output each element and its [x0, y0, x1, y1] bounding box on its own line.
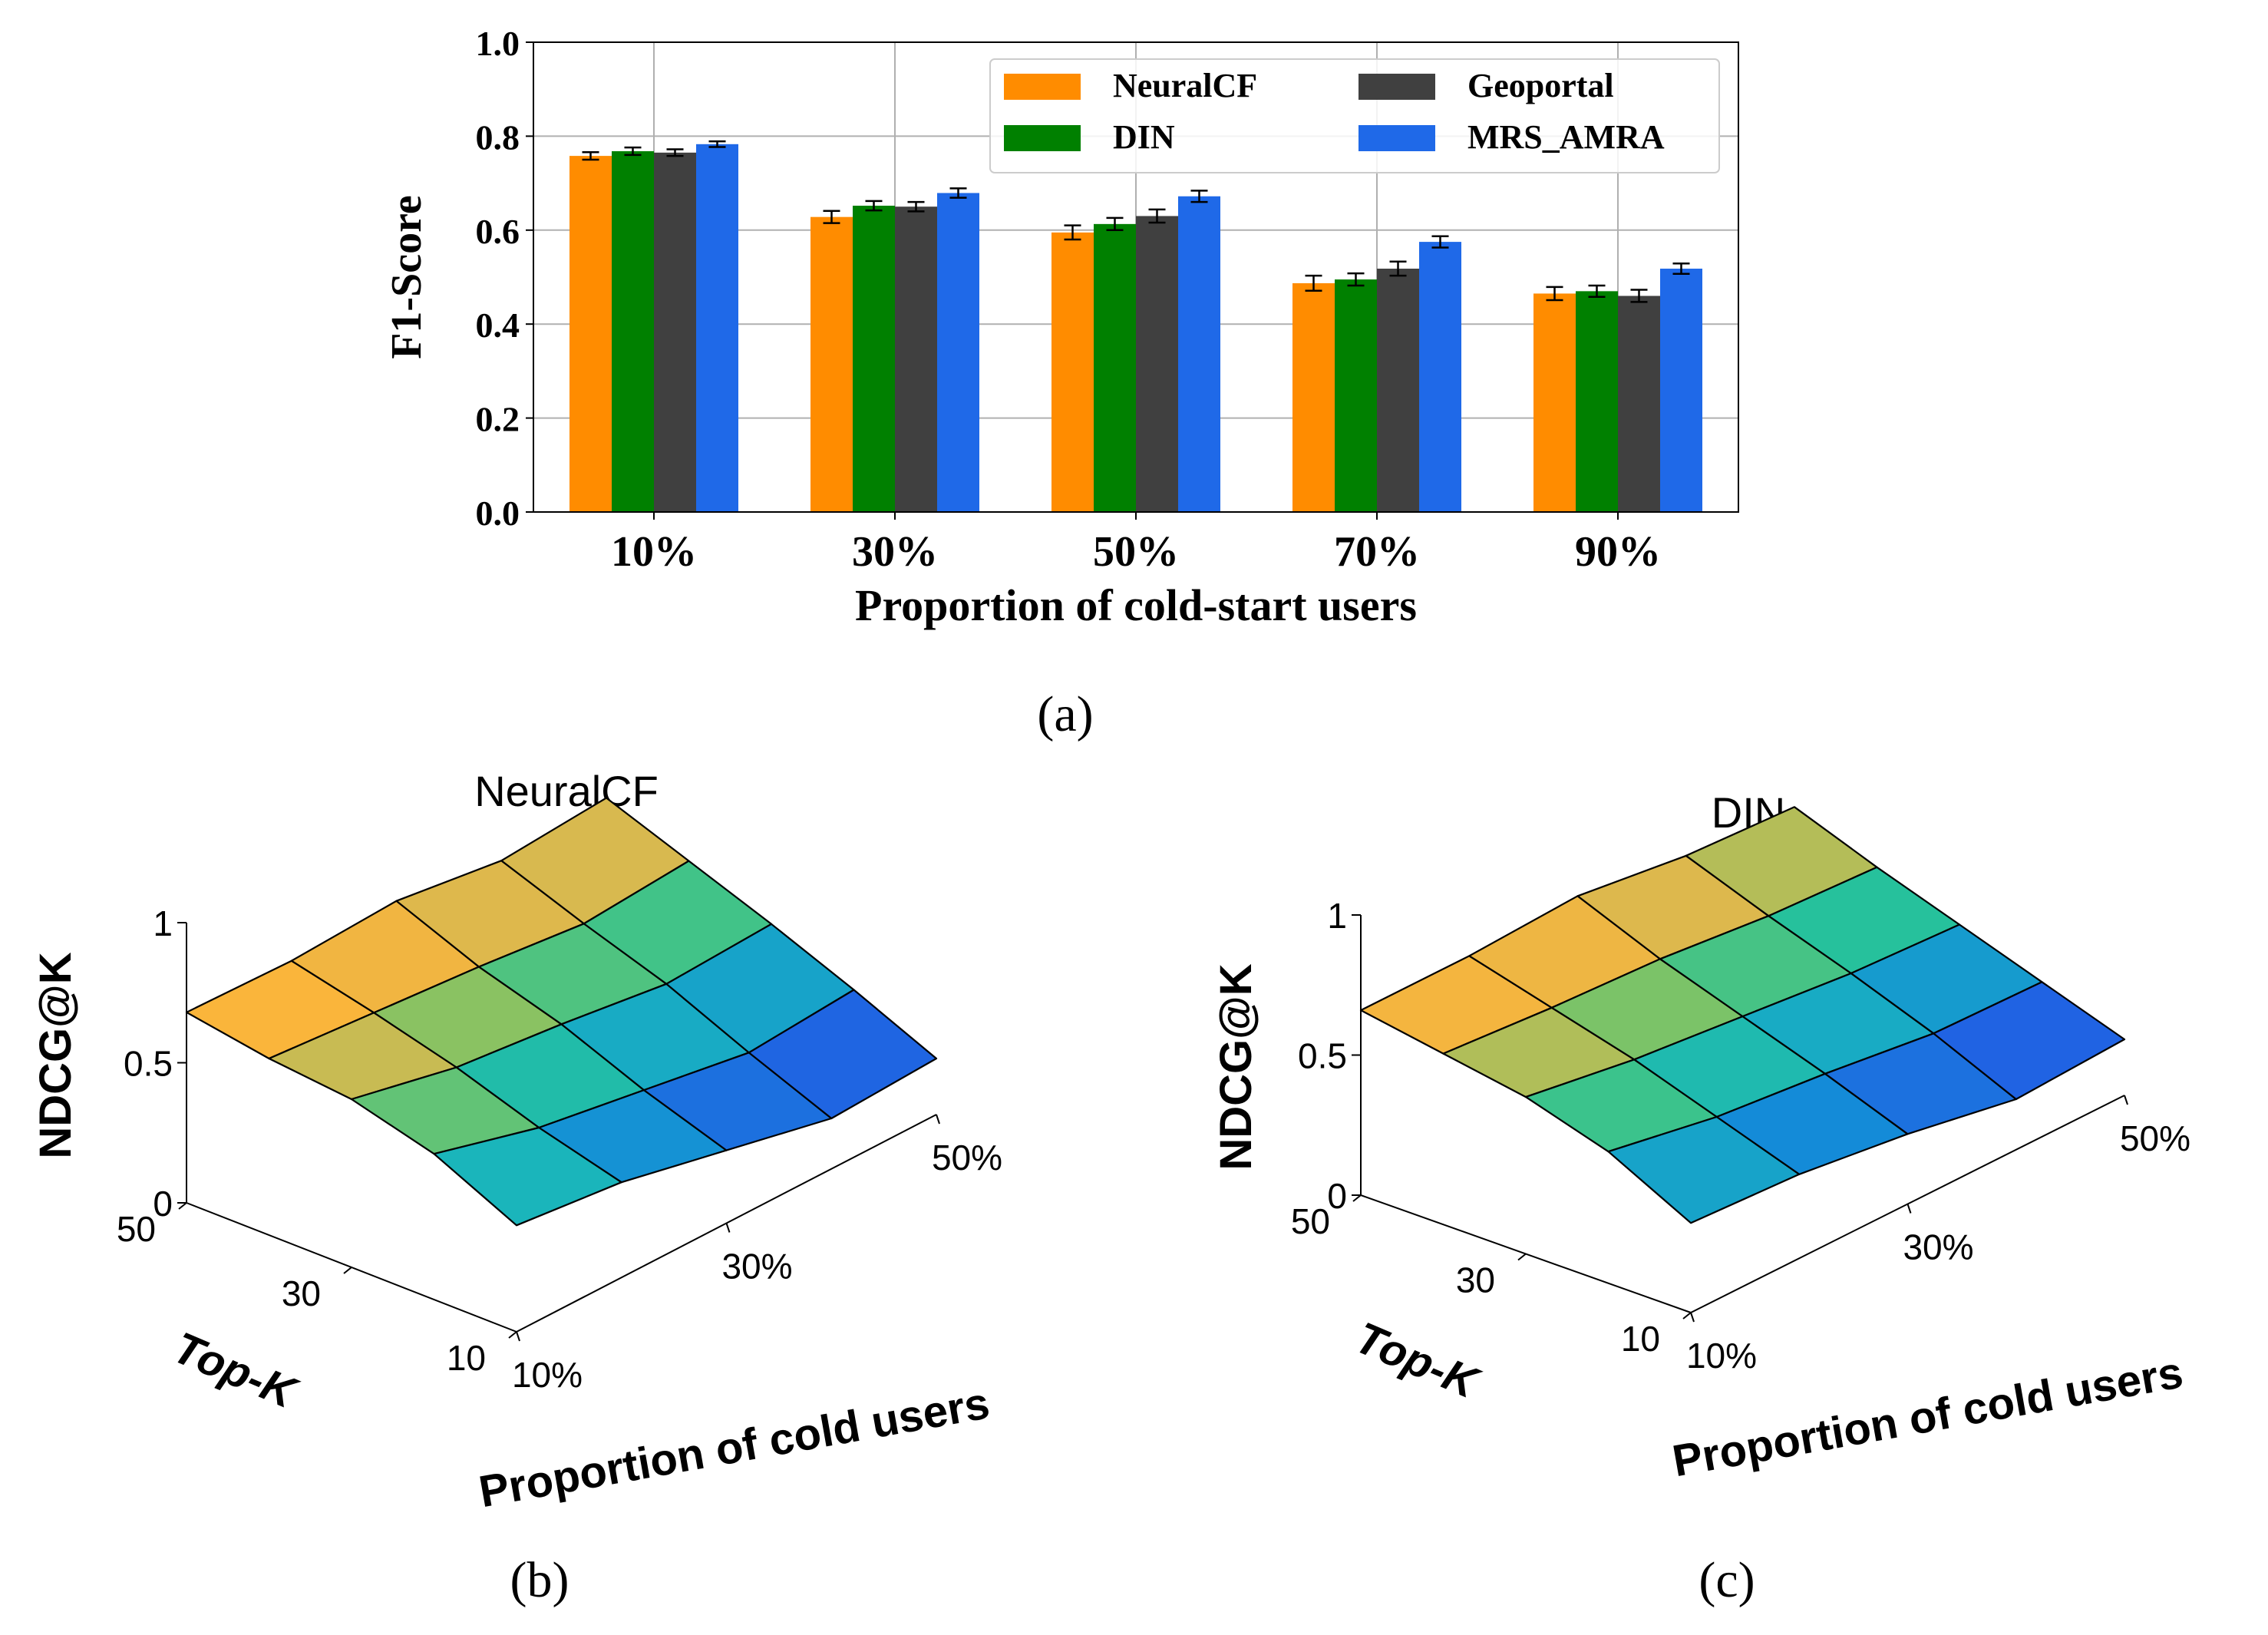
bar-neuralcf-50pct — [1051, 232, 1094, 512]
legend-label: NeuralCF — [1113, 67, 1257, 104]
y-tick-mark — [343, 1267, 352, 1274]
x-tick-label: 30% — [852, 528, 938, 576]
y-tick-label: 50 — [117, 1209, 156, 1249]
x-tick-label: 10% — [512, 1355, 583, 1395]
bar-din-90pct — [1576, 291, 1618, 512]
x-tick-mark — [1690, 1312, 1695, 1323]
y-axis-label: F1-Score — [383, 195, 431, 359]
x-tick-label: 10% — [1686, 1336, 1757, 1376]
x-tick-mark — [2124, 1095, 2128, 1105]
bar-din-50pct — [1094, 223, 1136, 512]
surface-patch — [748, 989, 938, 1120]
caption-c: (c) — [1699, 1552, 1755, 1608]
z-tick-label: 0 — [153, 1184, 173, 1224]
surface-mesh — [1359, 806, 2126, 1224]
x-tick-label: 30% — [721, 1247, 792, 1287]
legend-swatch-geoportal — [1358, 74, 1435, 100]
bar-geoportal-50pct — [1136, 216, 1178, 512]
y-tick-label: 0.8 — [476, 117, 520, 157]
x-tick-label: 70% — [1334, 528, 1420, 576]
x-tick-label: 50% — [932, 1138, 1002, 1178]
surface-mesh — [185, 797, 938, 1227]
x-tick-label: 90% — [1575, 528, 1661, 576]
z-tick-label: 0.5 — [1298, 1036, 1347, 1076]
x-tick-mark — [516, 1331, 520, 1342]
bar-mrs-amra-50pct — [1178, 196, 1220, 512]
bar-series — [569, 140, 1702, 512]
caption-b: (b) — [510, 1552, 569, 1608]
bar-mrs-amra-30pct — [937, 193, 979, 512]
x-tick-label: 30% — [1903, 1227, 1973, 1267]
x-tick-label: 50% — [1093, 528, 1179, 576]
surface-axes: 0 0.5 1 50 30 10 10% 30% 50% — [1291, 896, 2190, 1376]
z-axis-label: NDCG@K — [31, 952, 81, 1158]
z-tick-label: 1 — [1327, 896, 1347, 936]
y-tick-mark — [1352, 1194, 1362, 1202]
bar-neuralcf-70pct — [1292, 282, 1335, 512]
legend-box — [989, 58, 1720, 173]
bar-mrs-amra-70pct — [1419, 242, 1461, 512]
x-tick-mark — [1907, 1204, 1912, 1214]
y-axis-label: Top-K — [167, 1323, 305, 1419]
x-tick-label: 50% — [2120, 1118, 2190, 1158]
legend-swatch-mrs-amra — [1358, 125, 1435, 151]
y-tick-label: 10 — [447, 1338, 486, 1378]
z-tick-label: 0 — [1327, 1176, 1347, 1216]
z-tick-label: 1 — [153, 903, 173, 943]
legend-swatch-din — [1004, 125, 1081, 151]
y-tick-mark — [1517, 1253, 1527, 1261]
bar-din-70pct — [1335, 279, 1377, 512]
y-tick-mark — [508, 1331, 517, 1339]
y-tick-label: 30 — [1456, 1260, 1495, 1300]
y-tick-label: 0.0 — [476, 494, 520, 533]
chart-title: NeuralCF — [474, 767, 659, 815]
y-tick-label: 10 — [1621, 1319, 1660, 1359]
bar-geoportal-70pct — [1377, 268, 1419, 512]
y-tick-label: 50 — [1291, 1201, 1330, 1241]
x-axis-ticks: 10% 30% 50% 70% 90% — [611, 512, 1661, 576]
y-tick-mark — [1682, 1312, 1692, 1320]
legend-label: Geoportal — [1467, 67, 1614, 104]
legend: NeuralCF DIN Geoportal MRS_AMRA — [989, 58, 1720, 173]
x-tick-mark — [725, 1223, 731, 1233]
bar-din-10pct — [612, 150, 654, 512]
bar-neuralcf-90pct — [1533, 293, 1576, 512]
bar-neuralcf-10pct — [569, 156, 612, 512]
z-tick-label: 0.5 — [124, 1044, 173, 1084]
surface-patch — [1933, 981, 2126, 1101]
x-axis-label: Proportion of cold-start users — [855, 580, 1417, 630]
y-axis-label: Top-K — [1349, 1313, 1487, 1409]
y-tick-label: 1.0 — [476, 24, 520, 63]
x-axis-label: Proportion of cold users — [475, 1378, 993, 1517]
y-tick-label: 30 — [282, 1273, 321, 1313]
x-tick-mark — [936, 1114, 940, 1125]
bar-mrs-amra-10pct — [696, 144, 738, 512]
y-tick-label: 0.6 — [476, 212, 520, 251]
bar-neuralcf-30pct — [810, 216, 853, 512]
bar-geoportal-90pct — [1618, 296, 1660, 512]
bar-mrs-amra-90pct — [1660, 268, 1702, 512]
y-tick-label: 0.4 — [476, 306, 520, 345]
y-tick-mark — [178, 1202, 187, 1210]
bar-din-30pct — [853, 205, 895, 512]
surface-chart-neuralcf: NeuralCF 0 0.5 1 50 30 10 10% 30% 50% NDCG@K Top… — [31, 767, 1002, 1608]
bar-geoportal-30pct — [895, 206, 937, 512]
x-tick-label: 10% — [611, 528, 697, 576]
z-axis-label: NDCG@K — [1211, 963, 1261, 1170]
bar-chart-panel: 0.0 0.2 0.4 0.6 0.8 1.0 10% 30% 50% 70% 90% F1-Sc… — [383, 24, 1739, 742]
y-axis-ticks: 0.0 0.2 0.4 0.6 0.8 1.0 — [476, 24, 533, 533]
y-tick-label: 0.2 — [476, 400, 520, 439]
bar-geoportal-10pct — [654, 152, 696, 512]
surface-axes: 0 0.5 1 50 30 10 10% 30% 50% — [117, 903, 1002, 1395]
legend-label: MRS_AMRA — [1467, 118, 1665, 156]
legend-swatch-neuralcf — [1004, 74, 1081, 100]
legend-label: DIN — [1113, 118, 1175, 156]
caption-a: (a) — [1037, 686, 1093, 742]
